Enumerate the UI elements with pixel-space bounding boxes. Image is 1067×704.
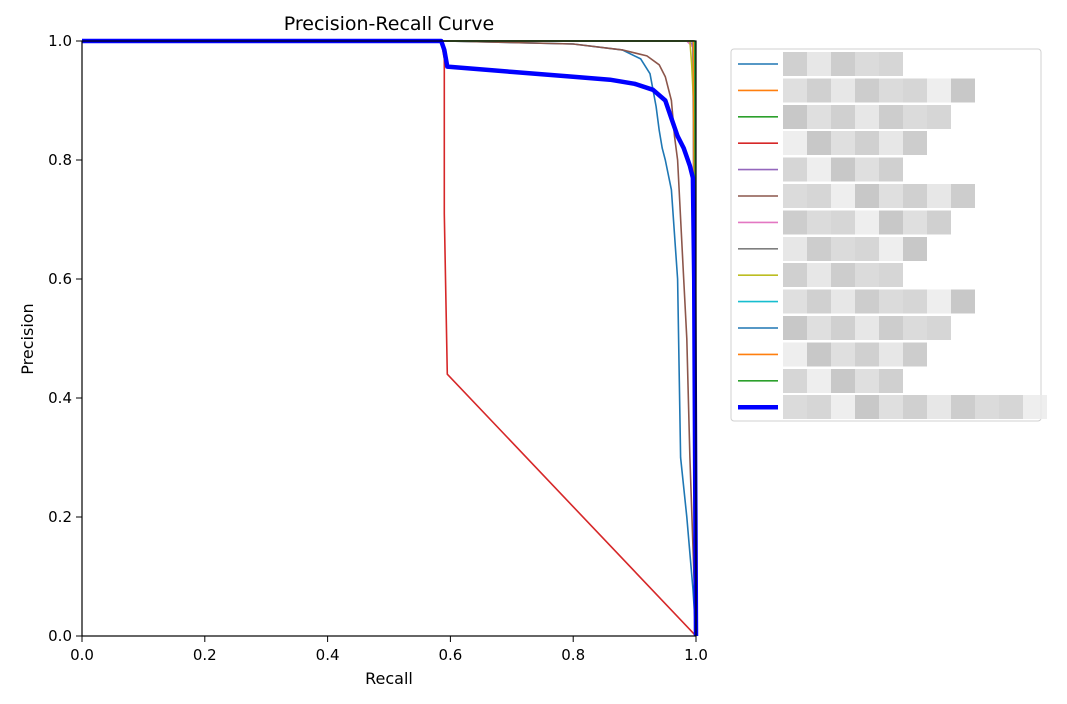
legend-label-obscured-10	[783, 316, 951, 340]
x-tick-label-2: 0.4	[316, 646, 340, 664]
series-line-10	[82, 40, 697, 637]
y-axis-label: Precision	[18, 303, 37, 374]
series-line-12	[82, 40, 697, 637]
legend-label-obscured-4	[783, 157, 903, 182]
plot-lines	[82, 38, 699, 637]
legend-label-obscured-12	[783, 368, 903, 393]
x-axis-label: Recall	[365, 669, 413, 688]
legend-label-obscured-5	[783, 184, 975, 208]
series-line-2	[82, 40, 697, 637]
x-tick-label-4: 0.8	[561, 646, 585, 664]
legend	[730, 48, 1047, 422]
legend-label-obscured-0	[783, 52, 903, 76]
series-line-6	[82, 40, 697, 637]
legend-label-obscured-2	[783, 104, 951, 129]
x-tick-label-5: 1.0	[684, 646, 708, 664]
series-line-0	[82, 40, 697, 637]
x-tick-label-1: 0.2	[193, 646, 217, 664]
legend-label-obscured-7	[783, 236, 927, 261]
series-line-7	[82, 40, 697, 637]
legend-label-obscured-13	[783, 395, 1047, 420]
legend-label-obscured-1	[783, 78, 975, 103]
legend-label-obscured-6	[783, 210, 951, 235]
x-tick-label-3: 0.6	[438, 646, 462, 664]
chart-title: Precision-Recall Curve	[284, 13, 494, 35]
legend-label-obscured-3	[783, 131, 927, 156]
series-line-4	[82, 40, 697, 637]
y-tick-label-0: 0.0	[48, 627, 72, 645]
legend-label-obscured-9	[783, 289, 975, 314]
series-line-3	[82, 40, 697, 637]
legend-label-obscured-8	[783, 263, 903, 288]
y-tick-label-1: 0.2	[48, 508, 72, 526]
y-tick-label-4: 0.8	[48, 151, 72, 169]
axis-ticks: 0.0 0.2 0.4 0.6 0.8 1.0 0.0 0.2 0.4 0.6 0.8 1.0	[48, 32, 708, 664]
series-line-9	[82, 40, 697, 637]
plot-frame	[81, 40, 697, 637]
series-line-1	[82, 40, 697, 637]
series-line-13	[82, 38, 699, 637]
y-tick-label-3: 0.6	[48, 270, 72, 288]
series-line-5	[82, 40, 697, 637]
y-tick-label-5: 1.0	[48, 32, 72, 50]
series-line-11	[82, 40, 697, 637]
x-tick-label-0: 0.0	[70, 646, 94, 664]
legend-label-obscured-11	[783, 342, 927, 367]
y-tick-label-2: 0.4	[48, 389, 72, 407]
series-line-8	[82, 40, 697, 637]
